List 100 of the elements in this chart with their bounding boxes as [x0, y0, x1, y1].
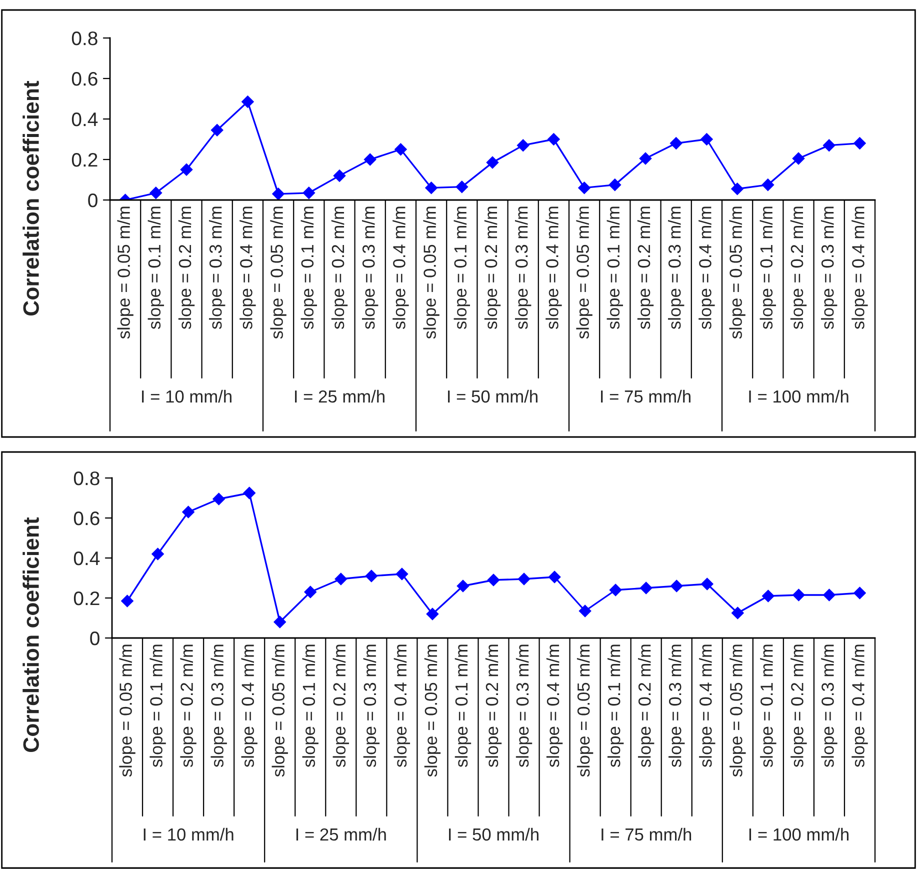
text: I = 100 mm/h: [749, 390, 848, 403]
y-tick-label: 0: [88, 193, 98, 208]
point: [274, 616, 286, 628]
x-tick-label: slope = 0.1 m/m: [300, 206, 317, 330]
x-tick-label: slope = 0.4 m/m: [394, 644, 410, 768]
point: [639, 152, 652, 165]
x-tick-label: slope = 0.3 m/m: [209, 206, 226, 330]
point: [456, 180, 468, 193]
point: [732, 606, 744, 620]
x-tick-label: slope = 0.1 m/m: [150, 644, 166, 768]
x-tick-label: slope = 0.4 m/m: [240, 206, 256, 330]
x-tick-label: slope = 0.2 m/m: [637, 206, 654, 330]
point: [670, 137, 682, 150]
text: I = 50 mm/h: [448, 390, 538, 403]
x-tick-label: slope = 0.05 m/m: [272, 644, 288, 777]
x-tick-label: slope = 0.1 m/m: [454, 644, 472, 768]
point: [854, 137, 866, 150]
x-tick-label: slope = 0.4 m/m: [852, 644, 868, 768]
point: [517, 139, 530, 152]
point: [212, 492, 225, 506]
point: [243, 486, 256, 500]
x-tick-label: slope = 0.2 m/m: [485, 644, 502, 768]
point: [823, 139, 836, 152]
y-tick-label: 0.8: [72, 31, 98, 46]
x-tick-label: slope = 0.3 m/m: [363, 644, 380, 768]
point: [608, 178, 621, 191]
y-tick-label: 0.2: [74, 591, 100, 606]
y-tick-label: 0.8: [74, 471, 100, 486]
x-tick-label: slope = 0.1 m/m: [607, 644, 624, 768]
point: [578, 604, 592, 618]
x-tick-label: slope = 0.4 m/m: [852, 206, 868, 330]
x-tick-label: slope = 0.3 m/m: [821, 206, 838, 330]
x-tick-label: slope = 0.4 m/m: [699, 644, 716, 768]
x-tick-label: slope = 0.05 m/m: [119, 644, 136, 777]
point: [272, 188, 284, 200]
x-tick-label: slope = 0.2 m/m: [178, 206, 195, 330]
y-axis-title: Correlation coefficient: [22, 80, 39, 316]
text: I = 25 mm/h: [295, 390, 384, 403]
x-tick-label: slope = 0.05 m/m: [424, 644, 441, 777]
point: [578, 182, 590, 194]
point: [640, 582, 652, 594]
point: [609, 584, 622, 596]
point: [792, 152, 805, 165]
x-tick-label: slope = 0.4 m/m: [546, 206, 562, 330]
x-tick-label: slope = 0.1 m/m: [148, 206, 164, 330]
point: [182, 506, 194, 518]
point: [365, 570, 378, 582]
point: [486, 156, 499, 169]
point: [304, 586, 316, 598]
x-tick-label: slope = 0.1 m/m: [760, 206, 776, 330]
y-tick-label: 0.4: [72, 112, 98, 126]
point: [394, 143, 407, 156]
text: I = 75 mm/h: [602, 828, 692, 841]
y-tick-label: 0.4: [74, 551, 100, 566]
x-tick-label: slope = 0.3 m/m: [210, 644, 227, 768]
point: [242, 96, 254, 108]
x-tick-label: slope = 0.3 m/m: [515, 206, 532, 330]
x-tick-label: slope = 0.05 m/m: [576, 206, 592, 339]
x-tick-label: slope = 0.1 m/m: [454, 206, 470, 330]
point: [762, 590, 774, 602]
x-tick-label: slope = 0.4 m/m: [698, 206, 715, 330]
x-tick-label: slope = 0.05 m/m: [576, 644, 594, 777]
x-tick-label: slope = 0.3 m/m: [362, 206, 378, 330]
point: [180, 164, 193, 176]
point: [426, 608, 439, 620]
point: [333, 170, 346, 182]
x-tick-label: slope = 0.3 m/m: [821, 644, 838, 768]
x-tick-label: slope = 0.2 m/m: [790, 206, 807, 330]
x-tick-label: slope = 0.2 m/m: [790, 644, 807, 768]
y-tick-label: 0.6: [72, 72, 98, 86]
x-tick-label: slope = 0.3 m/m: [516, 644, 532, 768]
x-tick-label: slope = 0.4 m/m: [241, 644, 258, 768]
text: I = 10 mm/h: [142, 390, 232, 403]
point: [302, 186, 315, 200]
x-tick-label: slope = 0.3 m/m: [668, 206, 684, 330]
x-tick-label: slope = 0.05 m/m: [729, 206, 746, 339]
x-tick-label: slope = 0.2 m/m: [638, 644, 654, 768]
point: [762, 178, 774, 191]
text: I = 75 mm/h: [601, 390, 690, 403]
x-tick-label: slope = 0.2 m/m: [484, 206, 501, 330]
text: I = 50 mm/h: [449, 828, 538, 841]
point: [152, 548, 164, 560]
text: I = 25 mm/h: [296, 828, 386, 841]
text: I = 100 mm/h: [749, 828, 848, 841]
x-tick-label: slope = 0.05 m/m: [423, 206, 440, 339]
x-tick-label: slope = 0.1 m/m: [302, 644, 318, 768]
x-tick-label: slope = 0.05 m/m: [270, 206, 286, 339]
point: [425, 182, 438, 194]
point: [731, 182, 744, 195]
point: [854, 586, 866, 600]
point: [364, 153, 376, 166]
point: [548, 570, 561, 584]
point: [456, 580, 470, 592]
point: [792, 588, 805, 602]
point: [670, 580, 683, 592]
point: [548, 133, 560, 146]
x-tick-label: slope = 0.2 m/m: [331, 206, 348, 330]
x-tick-label: slope = 0.2 m/m: [180, 644, 196, 768]
point: [396, 568, 408, 580]
x-tick-label: slope = 0.1 m/m: [606, 206, 623, 330]
